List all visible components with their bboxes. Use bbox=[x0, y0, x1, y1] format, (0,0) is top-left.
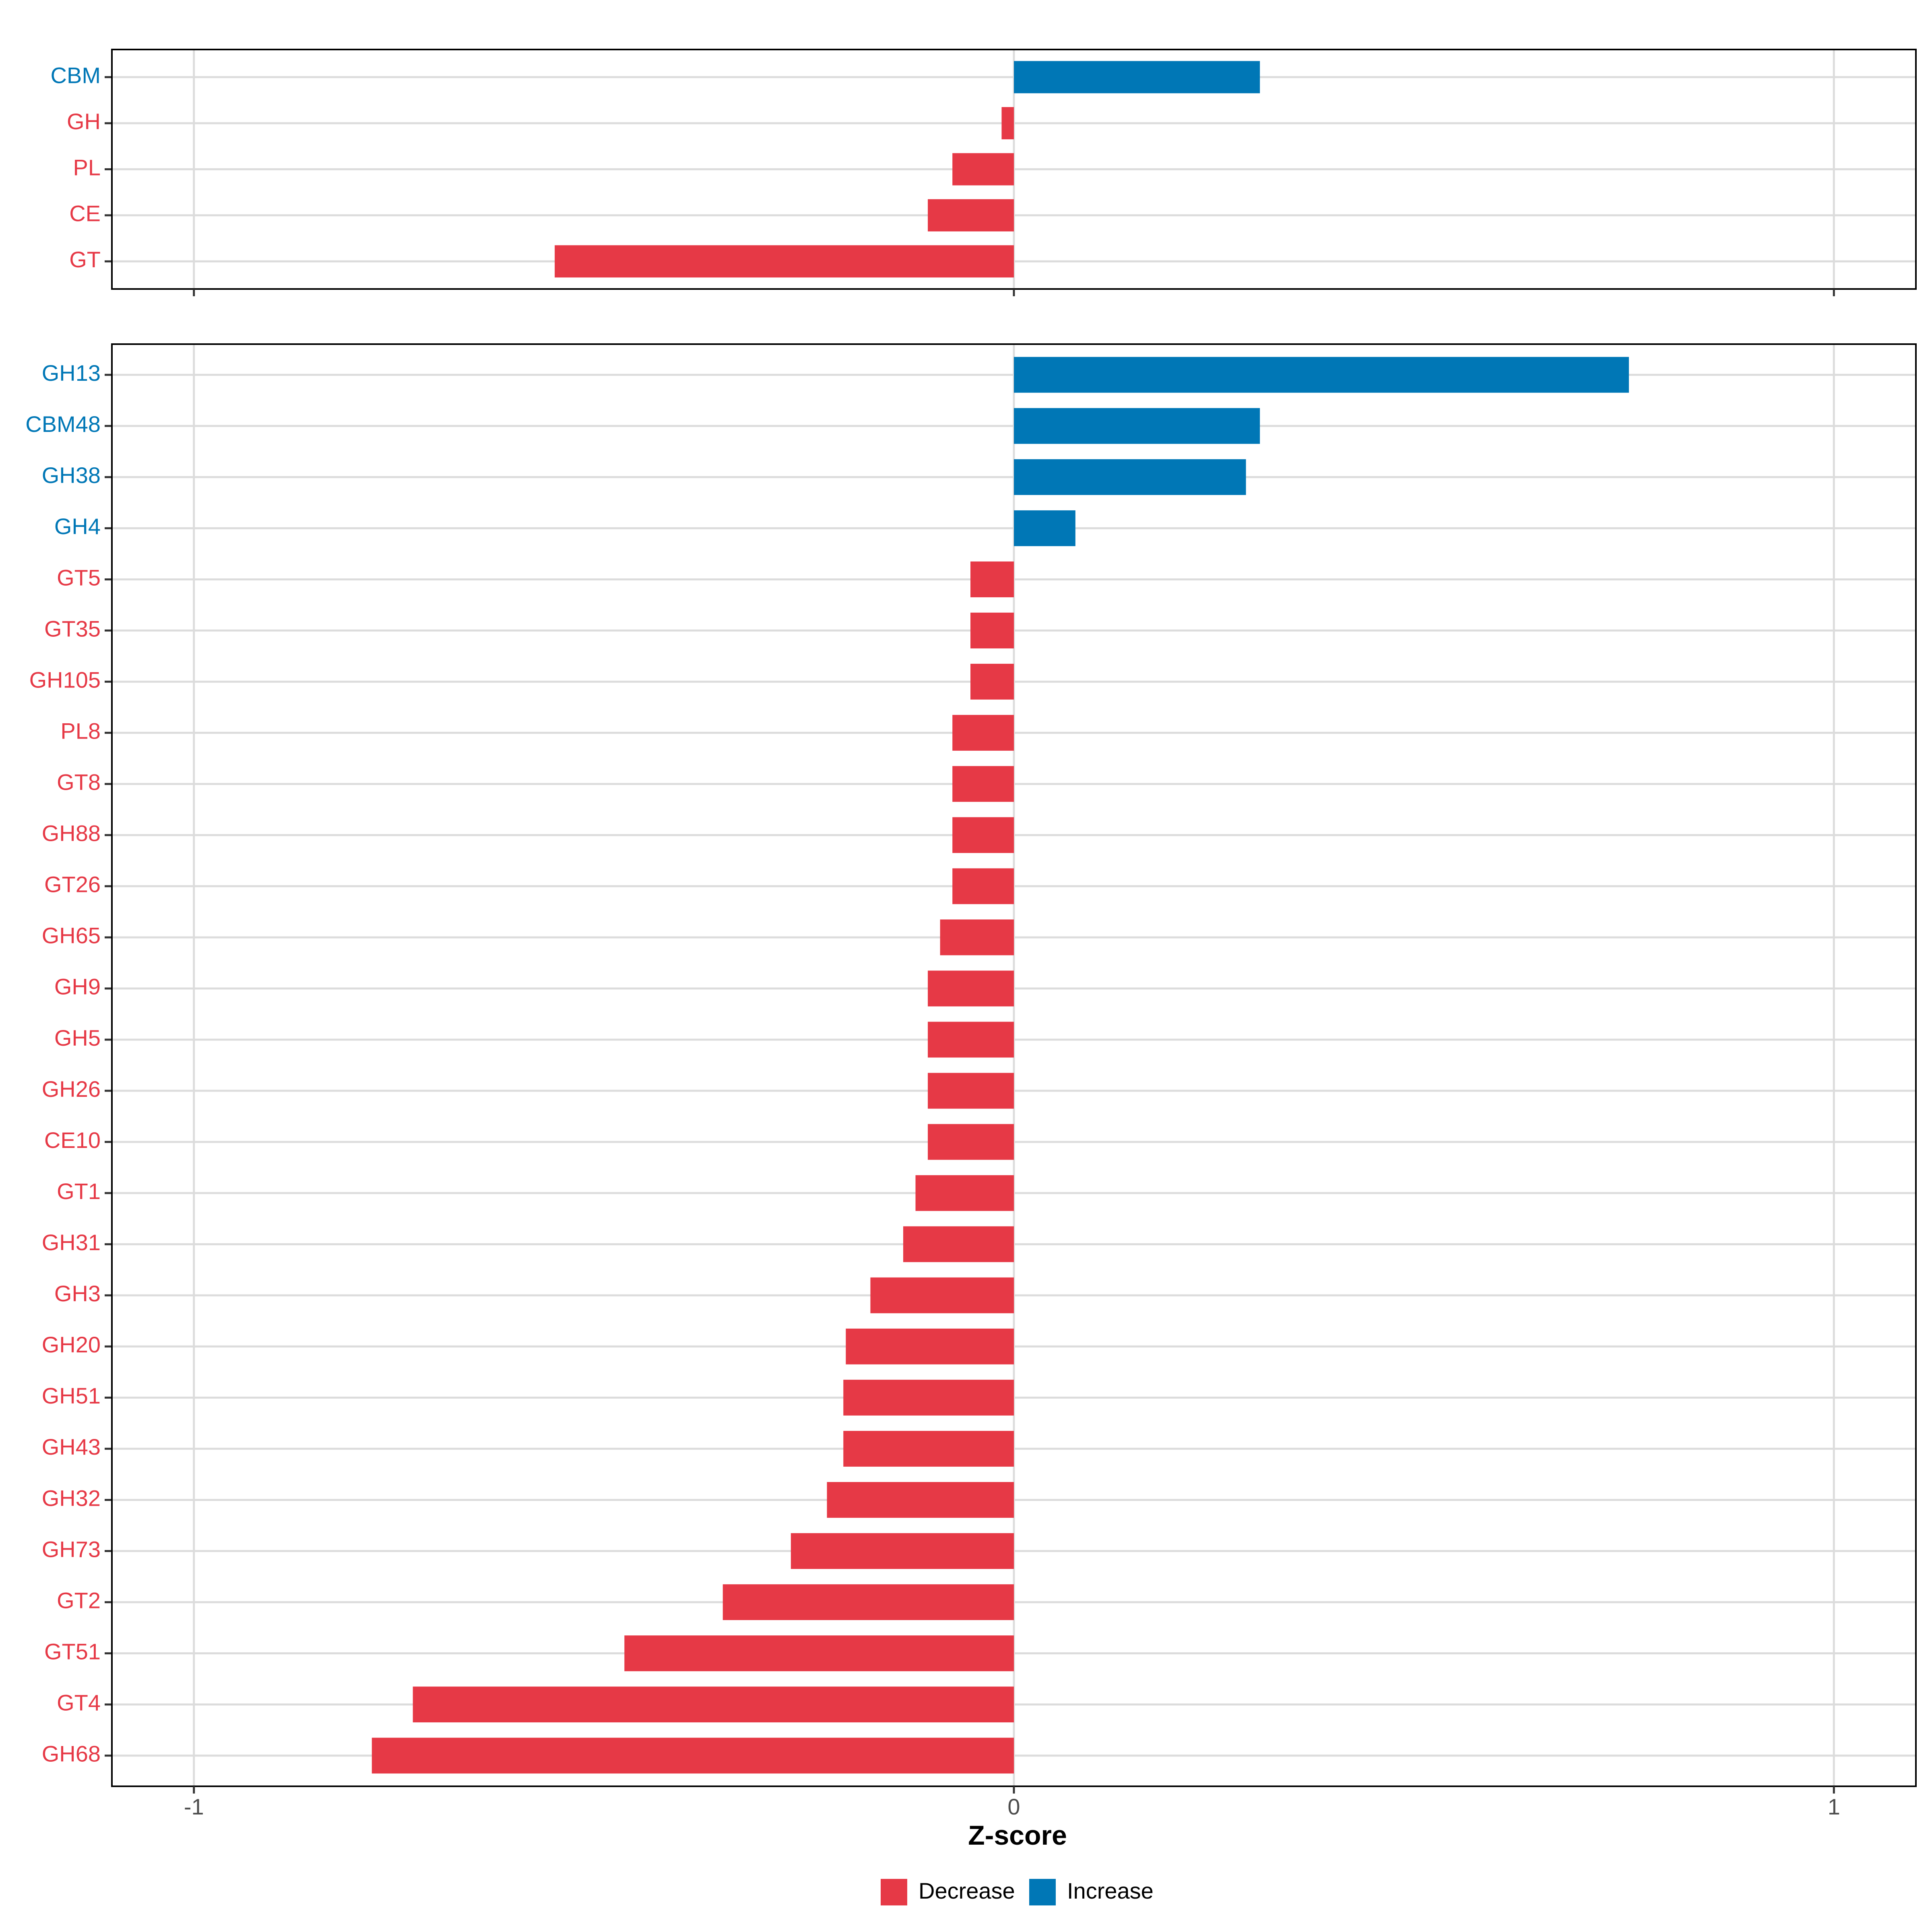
bar-GH105 bbox=[970, 664, 1014, 700]
x-tick-label-1: 0 bbox=[1007, 1794, 1020, 1819]
legend-key-decrease bbox=[881, 1879, 907, 1905]
bar-GH5 bbox=[928, 1022, 1014, 1058]
x-axis-title: Z-score bbox=[968, 1820, 1067, 1851]
y-tick-label-GH73: GH73 bbox=[42, 1536, 101, 1562]
bar-CE bbox=[928, 199, 1014, 231]
bar-CBM48 bbox=[1014, 408, 1260, 444]
y-tick-label-GH13: GH13 bbox=[42, 360, 101, 386]
legend-key-increase bbox=[1029, 1879, 1056, 1905]
y-tick-label-GH3: GH3 bbox=[54, 1281, 101, 1306]
y-tick-label-GT5: GT5 bbox=[57, 565, 101, 590]
bar-PL bbox=[952, 153, 1014, 186]
y-tick-label-CBM48: CBM48 bbox=[25, 411, 101, 437]
y-tick-label-GT35: GT35 bbox=[44, 616, 101, 641]
bar-GT26 bbox=[952, 868, 1014, 904]
bar-GH68 bbox=[372, 1738, 1014, 1774]
y-tick-label-GH51: GH51 bbox=[42, 1383, 101, 1408]
bar-CBM bbox=[1014, 61, 1260, 93]
bar-GH3 bbox=[870, 1277, 1014, 1313]
bar-GH4 bbox=[1014, 510, 1075, 546]
bar-GT bbox=[555, 245, 1014, 278]
y-tick-label-PL: PL bbox=[73, 155, 101, 180]
legend-label-decrease: Decrease bbox=[919, 1878, 1015, 1903]
y-tick-label-GH88: GH88 bbox=[42, 821, 101, 846]
bar-GH31 bbox=[903, 1226, 1014, 1262]
x-tick-label-0: -1 bbox=[184, 1794, 204, 1819]
legend: Decrease Increase bbox=[881, 1878, 1154, 1905]
y-tick-label-GH38: GH38 bbox=[42, 462, 101, 488]
y-tick-label-GH20: GH20 bbox=[42, 1332, 101, 1357]
bar-GH65 bbox=[940, 919, 1014, 956]
bar-GH bbox=[1001, 107, 1014, 140]
bar-GH73 bbox=[791, 1533, 1014, 1569]
y-tick-label-CE10: CE10 bbox=[44, 1127, 101, 1153]
y-tick-label-GH5: GH5 bbox=[54, 1025, 101, 1051]
bar-GH13 bbox=[1014, 357, 1629, 393]
legend-label-increase: Increase bbox=[1067, 1878, 1154, 1903]
y-tick-label-GT51: GT51 bbox=[44, 1639, 101, 1664]
y-tick-label-CBM: CBM bbox=[51, 62, 101, 88]
y-tick-label-GH65: GH65 bbox=[42, 923, 101, 948]
x-axis: -1 0 1 bbox=[184, 1794, 1840, 1819]
bar-GH88 bbox=[952, 817, 1014, 853]
y-tick-label-GT4: GT4 bbox=[57, 1690, 101, 1715]
y-tick-label-GH4: GH4 bbox=[54, 514, 101, 539]
bar-GH32 bbox=[827, 1482, 1014, 1518]
bar-CE10 bbox=[928, 1124, 1014, 1160]
bar-GT8 bbox=[952, 766, 1014, 802]
bar-GT5 bbox=[970, 561, 1014, 597]
y-tick-label-GH26: GH26 bbox=[42, 1076, 101, 1102]
bar-GT1 bbox=[915, 1175, 1014, 1211]
y-tick-label-GH9: GH9 bbox=[54, 974, 101, 999]
y-tick-label-CE: CE bbox=[69, 201, 101, 226]
bar-GH20 bbox=[846, 1328, 1014, 1364]
bar-GT4 bbox=[413, 1686, 1014, 1723]
y-tick-label-GT2: GT2 bbox=[57, 1587, 101, 1613]
y-tick-label-GH68: GH68 bbox=[42, 1741, 101, 1767]
bar-GH26 bbox=[928, 1073, 1014, 1109]
y-tick-label-GH31: GH31 bbox=[42, 1230, 101, 1255]
bottom-panel: GH13 CBM48 GH38 GH4 GT5 GT35 GH105 PL8 GT8 GH88 GT… bbox=[25, 343, 1917, 1794]
bar-GT35 bbox=[970, 613, 1014, 648]
bar-GH9 bbox=[928, 970, 1014, 1007]
y-tick-label-GT26: GT26 bbox=[44, 872, 101, 897]
top-panel: CBM GH PL CE GT bbox=[51, 49, 1917, 296]
y-tick-label-GT: GT bbox=[69, 247, 101, 272]
bar-GT2 bbox=[722, 1584, 1014, 1620]
y-tick-label-GH32: GH32 bbox=[42, 1485, 101, 1511]
bar-GT51 bbox=[624, 1635, 1014, 1672]
bar-PL8 bbox=[952, 715, 1014, 751]
bar-GH43 bbox=[843, 1430, 1014, 1467]
bar-GH51 bbox=[843, 1379, 1014, 1416]
y-tick-label-GT8: GT8 bbox=[57, 769, 101, 795]
y-tick-label-GH105: GH105 bbox=[29, 667, 101, 692]
y-tick-label-GH: GH bbox=[67, 109, 101, 134]
y-tick-label-GT1: GT1 bbox=[57, 1179, 101, 1204]
bar-GH38 bbox=[1014, 459, 1246, 495]
y-tick-label-PL8: PL8 bbox=[60, 718, 101, 743]
x-tick-label-2: 1 bbox=[1828, 1794, 1840, 1819]
y-tick-label-GH43: GH43 bbox=[42, 1434, 101, 1459]
